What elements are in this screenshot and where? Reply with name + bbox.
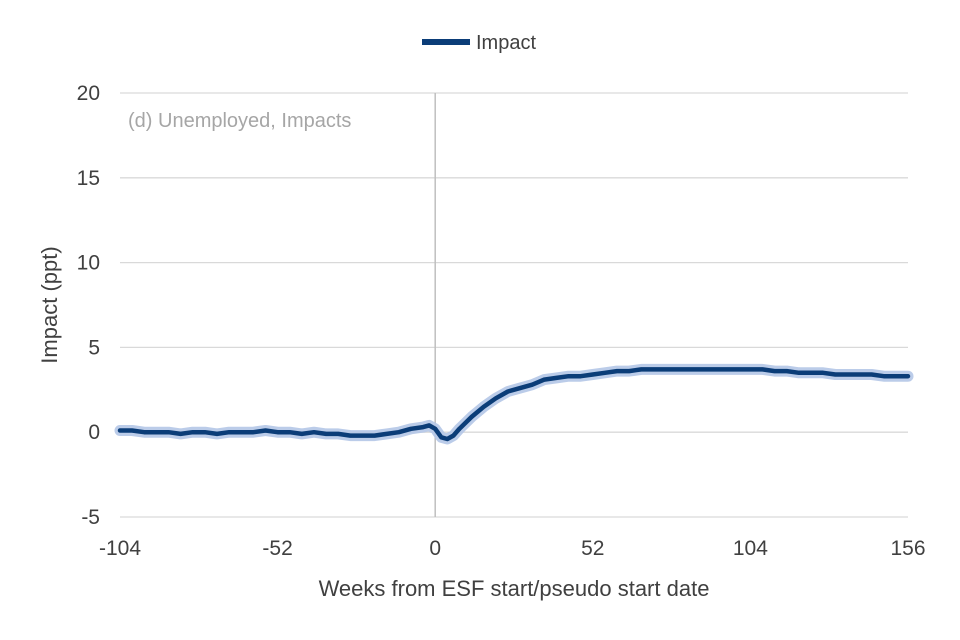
y-tick-label: 0 xyxy=(88,421,100,444)
x-tick-label: 156 xyxy=(890,537,925,560)
y-tick-label: 10 xyxy=(77,252,100,275)
x-axis-title: Weeks from ESF start/pseudo start date xyxy=(319,576,710,601)
x-tick-label: 104 xyxy=(733,537,768,560)
legend: Impact xyxy=(422,32,536,54)
series-band-impact xyxy=(114,363,914,445)
y-tick-label: -5 xyxy=(81,506,100,529)
y-tick-label: 20 xyxy=(77,82,100,105)
confidence-band xyxy=(114,363,914,445)
y-tick-label: 5 xyxy=(88,336,100,359)
series-line-impact xyxy=(117,367,911,442)
panel-label: (d) Unemployed, Impacts xyxy=(128,110,351,132)
x-tick-label: 0 xyxy=(429,537,441,560)
x-tick-label: -52 xyxy=(262,537,292,560)
series-lines xyxy=(117,367,911,442)
x-tick-label: -104 xyxy=(99,537,141,560)
tick-labels: -5 0 5 10 15 20 -104 -52 0 52 104 156 xyxy=(77,82,926,560)
x-tick-label: 52 xyxy=(581,537,604,560)
gridlines xyxy=(120,92,908,518)
y-axis-title: Impact (ppt) xyxy=(37,246,62,363)
legend-label-impact: Impact xyxy=(476,32,536,54)
y-tick-label: 15 xyxy=(77,167,100,190)
